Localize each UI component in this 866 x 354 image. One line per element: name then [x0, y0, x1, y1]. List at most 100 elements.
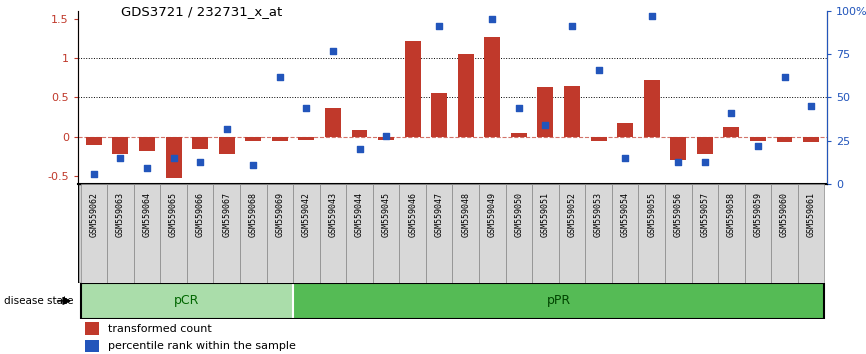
Bar — [697, 137, 713, 154]
Text: GSM559048: GSM559048 — [462, 192, 470, 237]
Bar — [299, 137, 314, 140]
Bar — [612, 184, 638, 283]
Bar — [750, 137, 766, 141]
Point — [300, 105, 313, 110]
Bar — [591, 137, 606, 141]
Point — [591, 67, 605, 73]
Point — [565, 23, 579, 29]
Bar — [293, 184, 320, 283]
Point — [751, 143, 765, 149]
Text: GSM559069: GSM559069 — [275, 192, 284, 237]
Bar — [745, 184, 772, 283]
Bar — [533, 184, 559, 283]
Text: GSM559056: GSM559056 — [674, 192, 682, 237]
Text: pPR: pPR — [546, 295, 571, 307]
Bar — [219, 137, 235, 154]
Bar — [86, 340, 99, 352]
Point — [246, 162, 260, 168]
Bar — [399, 184, 426, 283]
Text: GSM559066: GSM559066 — [196, 192, 204, 237]
Bar — [346, 184, 372, 283]
Point — [405, 0, 419, 1]
Bar — [293, 283, 824, 319]
Text: GSM559047: GSM559047 — [435, 192, 443, 237]
Bar — [692, 184, 718, 283]
Text: GSM559062: GSM559062 — [89, 192, 99, 237]
Point — [432, 23, 446, 29]
Point — [512, 105, 526, 110]
Text: GSM559049: GSM559049 — [488, 192, 497, 237]
Point — [698, 159, 712, 164]
Bar — [484, 37, 501, 137]
Bar — [267, 184, 293, 283]
Text: disease state: disease state — [4, 296, 74, 306]
Bar — [538, 87, 553, 137]
Text: GSM559045: GSM559045 — [382, 192, 391, 237]
Bar — [139, 137, 155, 151]
Text: GSM559063: GSM559063 — [116, 192, 125, 237]
Text: GSM559059: GSM559059 — [753, 192, 762, 237]
Bar — [86, 137, 102, 145]
Text: GSM559057: GSM559057 — [701, 192, 709, 237]
Bar — [798, 184, 824, 283]
Bar — [86, 322, 99, 335]
Text: GSM559042: GSM559042 — [302, 192, 311, 237]
Point — [379, 133, 393, 138]
Point — [671, 159, 685, 164]
Point — [273, 74, 287, 79]
Bar — [564, 86, 580, 137]
Text: GSM559068: GSM559068 — [249, 192, 258, 237]
Text: GSM559060: GSM559060 — [780, 192, 789, 237]
Point — [486, 16, 500, 22]
Point — [725, 110, 739, 116]
Bar — [187, 184, 213, 283]
Text: GDS3721 / 232731_x_at: GDS3721 / 232731_x_at — [121, 5, 282, 18]
Text: GSM559043: GSM559043 — [328, 192, 338, 237]
Bar — [638, 184, 665, 283]
Bar — [378, 137, 394, 140]
Bar — [723, 127, 740, 137]
Bar — [511, 133, 527, 137]
Bar — [452, 184, 479, 283]
Text: percentile rank within the sample: percentile rank within the sample — [108, 341, 296, 351]
Text: GSM559055: GSM559055 — [647, 192, 656, 237]
Point — [778, 74, 792, 79]
Point — [326, 48, 339, 53]
Point — [220, 126, 234, 131]
Bar — [107, 184, 133, 283]
Bar — [803, 137, 819, 142]
Bar — [352, 131, 367, 137]
Text: GSM559052: GSM559052 — [567, 192, 577, 237]
Bar — [372, 184, 399, 283]
Bar — [458, 54, 474, 137]
Bar — [404, 41, 421, 137]
Point — [113, 155, 127, 161]
Bar — [643, 80, 660, 137]
Point — [140, 166, 154, 171]
Bar — [165, 137, 182, 178]
Bar — [133, 184, 160, 283]
Point — [645, 13, 659, 19]
Bar — [81, 184, 107, 283]
Text: pCR: pCR — [174, 295, 199, 307]
Bar — [479, 184, 506, 283]
Text: GSM559053: GSM559053 — [594, 192, 603, 237]
Bar — [431, 93, 447, 137]
Bar — [585, 184, 612, 283]
Text: GSM559058: GSM559058 — [727, 192, 736, 237]
Point — [539, 122, 553, 128]
Text: GSM559067: GSM559067 — [223, 192, 231, 237]
Text: GSM559046: GSM559046 — [408, 192, 417, 237]
Bar — [192, 137, 208, 149]
Text: transformed count: transformed count — [108, 324, 211, 333]
Bar — [665, 184, 692, 283]
Bar — [325, 108, 341, 137]
Bar — [113, 137, 128, 154]
Bar — [320, 184, 346, 283]
Point — [459, 0, 473, 1]
Text: GSM559054: GSM559054 — [621, 192, 630, 237]
Bar — [559, 184, 585, 283]
Text: GSM559061: GSM559061 — [806, 192, 816, 237]
Bar — [426, 184, 452, 283]
Text: GSM559044: GSM559044 — [355, 192, 364, 237]
